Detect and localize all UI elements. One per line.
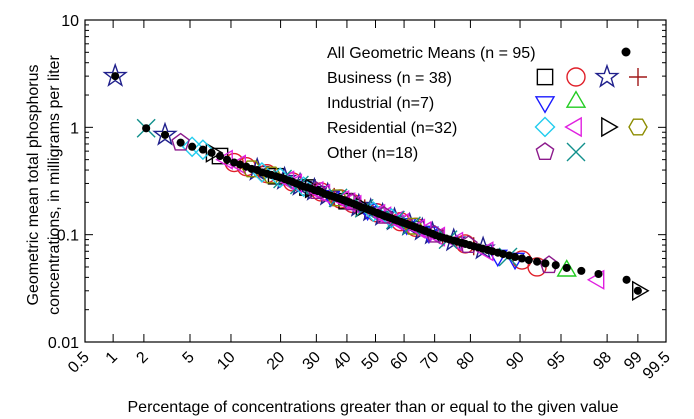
legend-label: Other (n=18) [327,145,418,162]
dot-marker [222,155,232,164]
triangle-right-marker [205,142,224,163]
y-tick-label: 10 [61,13,79,30]
dot-marker [160,130,170,139]
dot-marker [499,249,508,259]
star-marker [152,121,178,146]
y-tick-label: 1 [70,120,79,137]
legend: All Geometric Means (n = 95) Business (n … [327,45,648,162]
y-tick-label: 0.01 [48,335,79,352]
y-axis-label-line-1: Geometric mean total phosphorus [25,64,42,305]
dot-marker [510,252,520,261]
dot-marker [236,160,245,169]
diamond-marker [181,136,203,158]
dot-marker [577,266,586,275]
x-tick-label: 50 [359,349,384,374]
triangle-up-marker [565,90,587,108]
x-tick-label: 70 [418,349,443,374]
dot-marker [541,259,550,268]
x-tick-label: 10 [214,349,239,374]
x-tick-label: 30 [300,349,325,374]
dot-marker [633,286,642,295]
plot-frame [84,19,667,343]
diamond-marker [534,116,556,138]
legend-label: All Geometric Means (n = 95) [327,45,536,62]
plus-marker [629,68,647,86]
dot-marker [111,72,120,81]
dot-marker [594,269,603,279]
x-tick-label: 5 [180,349,198,367]
y-axis-label-line-2: concentrations, in milligrams per liter [46,55,63,315]
circle-marker [566,67,586,87]
all-means-series [111,72,642,295]
dot-marker [524,256,533,265]
dot-marker [142,124,151,133]
dot-marker [176,138,185,147]
x-tick-label: 0.5 [65,349,93,377]
dot-marker [207,148,216,157]
x-tick-label: 99.5 [640,349,674,383]
x-axis-label: Percentage of concentrations greater tha… [128,399,619,416]
pentagon-marker [171,132,191,151]
triangle-right-marker [632,280,650,302]
dot-marker [551,261,560,270]
dot-marker [198,145,207,154]
star-marker [102,62,128,87]
hexagon-marker [628,118,648,136]
dot-marker [215,152,225,161]
x-tick-label: 98 [590,349,615,374]
x-tick-label: 80 [454,349,479,374]
dot-marker [517,254,527,263]
x-tick-label: 1 [103,349,121,367]
triangle-up-marker [556,259,577,277]
legend-label: Residential (n=32) [327,120,457,137]
x-tick-label: 2 [133,349,151,367]
x-tick-label: 60 [387,349,412,374]
triangle-down-marker [534,96,556,114]
x-tick-label: 40 [330,349,355,374]
y-tick-label: 0.1 [57,228,79,245]
star-marker [594,63,620,88]
legend-label: Business (n = 38) [327,70,452,87]
dot-marker [622,275,631,284]
triangle-left-marker [564,116,582,138]
dot-marker [188,142,197,151]
dot-marker [562,263,571,272]
x-tick-label: 95 [544,349,569,374]
triangle-right-marker [601,116,619,138]
legend-label: Industrial (n=7) [327,95,434,112]
x-tick-label: 20 [264,349,289,374]
dot-marker [533,257,542,266]
x-tick-label: 90 [503,349,528,374]
square-marker [536,68,554,86]
plot-area [102,62,650,302]
dot-marker [621,47,631,57]
cross-marker [566,142,586,162]
pentagon-marker [535,142,555,161]
